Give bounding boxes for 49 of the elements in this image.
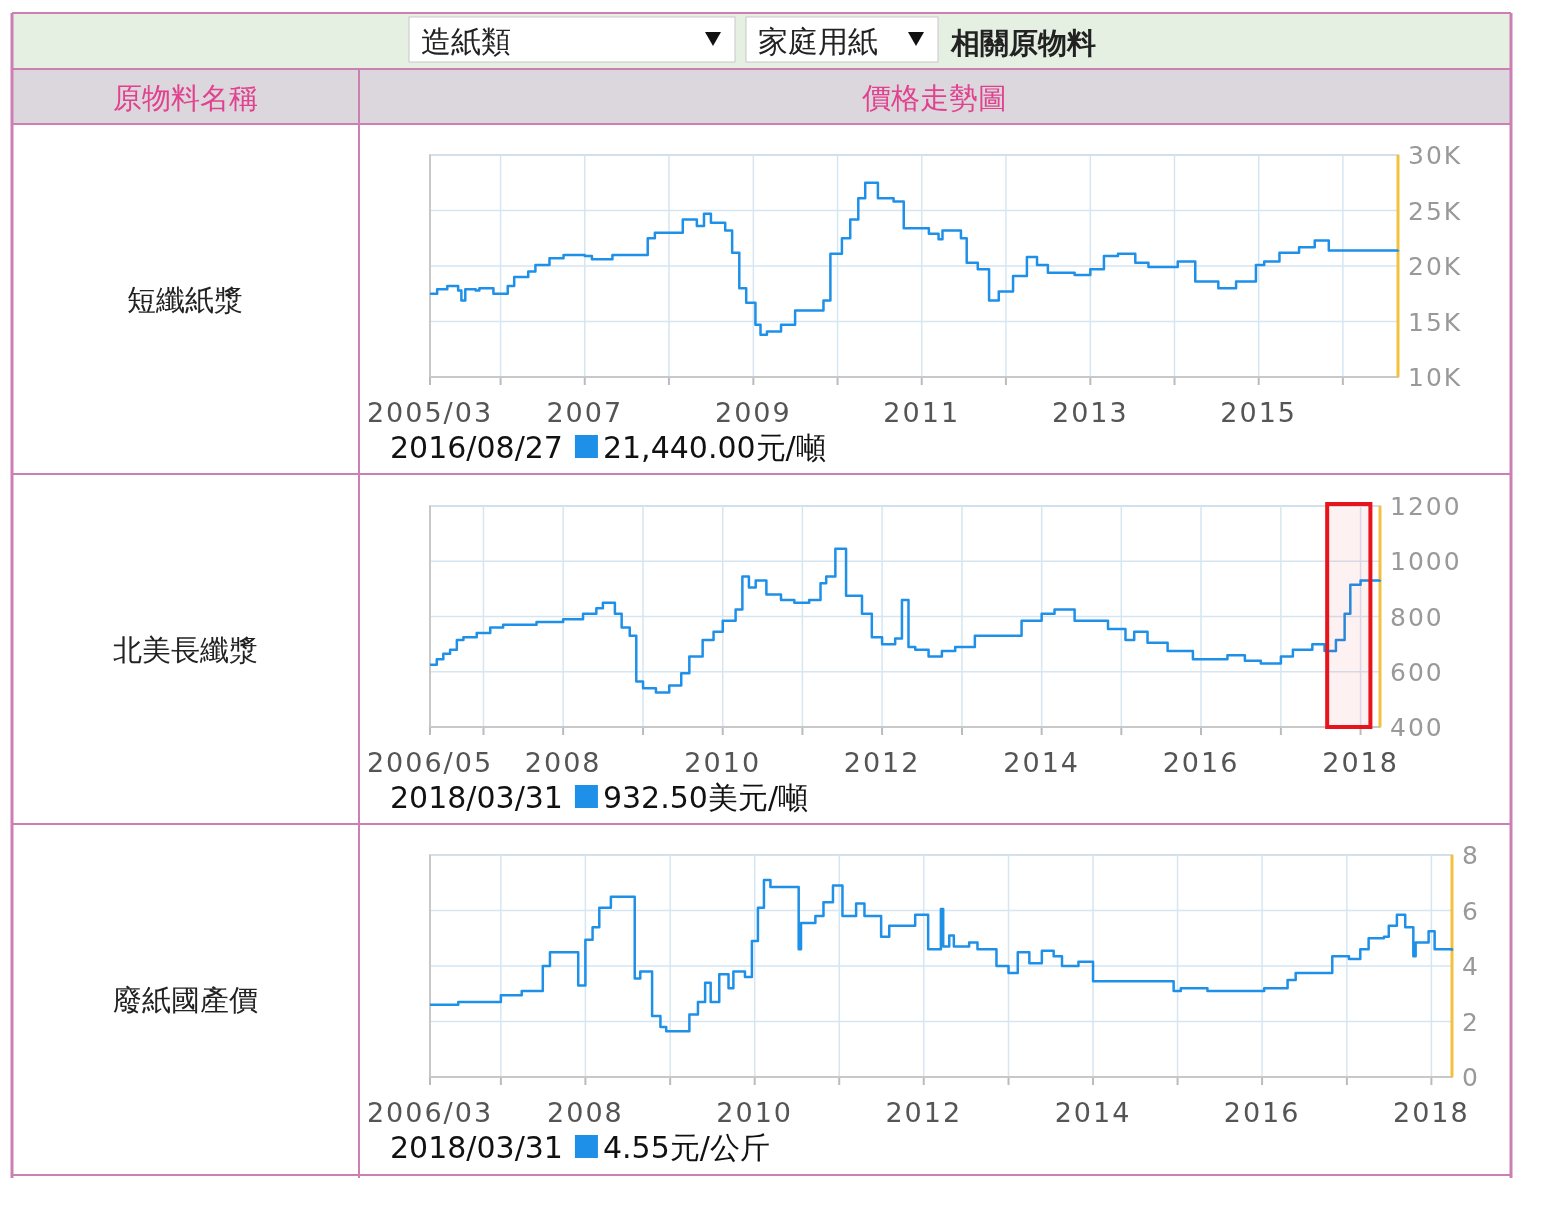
x-tick-label: 2015 [1220, 397, 1298, 428]
y-tick-label: 10K [1408, 363, 1463, 392]
x-tick-label: 2006/05 [366, 747, 494, 778]
x-tick-label: 2010 [716, 1097, 794, 1128]
text: 932.50美元/噸 [602, 780, 808, 815]
text: 廢紙國產價 [112, 983, 258, 1017]
y-tick-label: 30K [1408, 141, 1463, 170]
text: 價格走勢圖 [861, 81, 1007, 115]
x-tick-label: 2008 [524, 747, 602, 778]
x-tick-label: 2014 [1054, 1097, 1132, 1128]
y-tick-label: 20K [1408, 252, 1463, 281]
x-tick-label: 2016 [1223, 1097, 1301, 1128]
text: 北美長纖漿 [112, 633, 258, 667]
y-tick-label: 4 [1462, 952, 1480, 981]
x-tick-label: 2008 [547, 1097, 624, 1128]
x-tick-label: 2005/03 [366, 397, 494, 428]
y-tick-label: 25K [1408, 196, 1463, 226]
y-tick-label: 8 [1462, 841, 1480, 870]
text: 2016/08/27 [390, 430, 563, 465]
y-tick-label: 400 [1390, 713, 1444, 742]
x-tick-label: 2010 [684, 747, 762, 778]
text: 短纖紙漿 [127, 283, 243, 317]
x-tick-label: 2007 [546, 397, 624, 428]
y-tick-label: 15K [1408, 307, 1463, 337]
text: 造紙類 [421, 24, 511, 59]
x-tick-label: 2016 [1162, 747, 1240, 778]
y-tick-label: 1200 [1390, 492, 1462, 521]
x-tick-label: 2012 [843, 747, 921, 778]
y-tick-label: 6 [1462, 896, 1480, 926]
text: 家庭用紙 [758, 24, 878, 59]
text: 4.55元/公斤 [602, 1130, 770, 1165]
y-tick-label: 2 [1462, 1007, 1480, 1037]
y-tick-label: 1000 [1390, 547, 1462, 577]
x-tick-label: 2006/03 [366, 1097, 494, 1128]
text: 2018/03/31 [390, 1130, 563, 1165]
x-tick-label: 2018 [1322, 747, 1399, 778]
text: 原物料名稱 [112, 81, 258, 115]
x-tick-label: 2009 [715, 397, 792, 428]
x-tick-label: 2018 [1393, 1097, 1470, 1128]
x-tick-label: 2014 [1003, 747, 1081, 778]
x-tick-label: 2011 [883, 397, 961, 428]
text: 相關原物料 [950, 26, 1096, 60]
y-tick-label: 600 [1390, 657, 1444, 687]
y-tick-label: 0 [1462, 1063, 1480, 1092]
x-tick-label: 2013 [1051, 397, 1129, 428]
text: 21,440.00元/噸 [602, 430, 826, 465]
y-tick-label: 800 [1390, 602, 1444, 632]
x-tick-label: 2012 [885, 1097, 963, 1128]
text: 2018/03/31 [390, 780, 563, 815]
